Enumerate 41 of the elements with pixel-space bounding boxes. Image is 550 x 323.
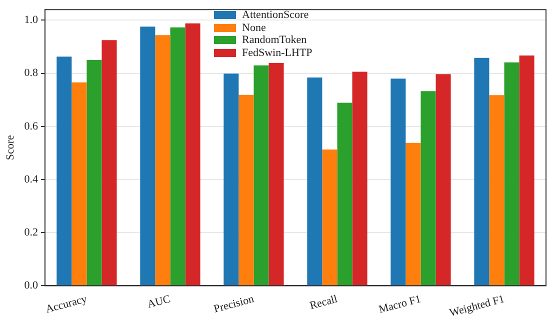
legend-label: FedSwin-LHTP	[242, 46, 312, 59]
bar	[102, 40, 117, 286]
bar	[352, 72, 368, 286]
bar	[86, 60, 102, 286]
y-tick-label: 0.2	[24, 226, 38, 238]
legend-label: AttentionScore	[242, 9, 309, 22]
bar	[185, 23, 200, 286]
y-tick-label: 0.8	[24, 67, 38, 80]
bar	[224, 74, 239, 286]
y-tick-label: 1.0	[24, 14, 38, 26]
bar	[390, 78, 406, 286]
bar	[307, 78, 322, 286]
x-tick-label: Macro F1	[378, 293, 422, 316]
bar	[268, 62, 284, 286]
bar	[519, 56, 534, 286]
bar	[238, 94, 254, 286]
legend-label: RandomToken	[242, 34, 307, 46]
bar	[140, 26, 156, 286]
legend-label: None	[242, 22, 266, 34]
bar	[155, 35, 170, 286]
bar	[170, 27, 186, 286]
bar	[489, 95, 504, 286]
bar	[322, 150, 338, 286]
y-tick-label: 0.4	[24, 173, 38, 186]
bar	[420, 91, 436, 286]
bar	[504, 62, 520, 286]
bar	[72, 82, 87, 286]
x-tick-label: Weighted F1	[448, 293, 506, 320]
y-tick-label: 0.0	[24, 280, 38, 292]
bar	[337, 102, 352, 286]
x-tick-label: Recall	[308, 293, 339, 312]
x-tick-label: Accuracy	[44, 293, 89, 316]
bar	[406, 142, 421, 286]
y-tick-label: 0.6	[24, 120, 38, 132]
y-axis-title: Score	[4, 135, 16, 160]
bar	[436, 74, 451, 286]
x-tick-label: AUC	[146, 293, 172, 311]
bar	[56, 56, 72, 286]
bar	[254, 65, 269, 286]
bar	[474, 58, 490, 286]
x-tick-label: Precision	[212, 293, 256, 316]
